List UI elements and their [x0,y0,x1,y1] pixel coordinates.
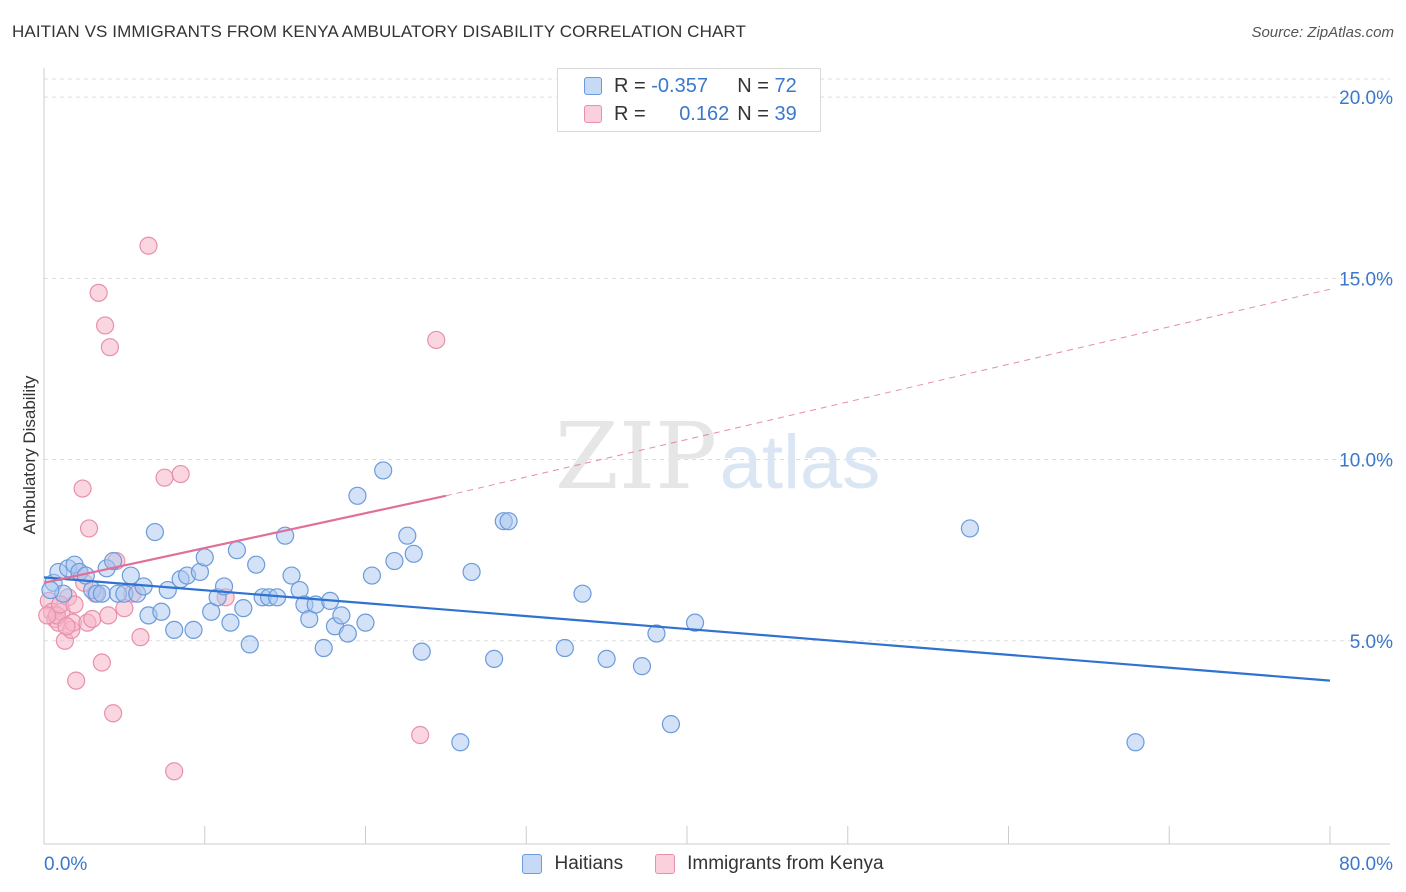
haitian-point [647,624,666,643]
haitian-point [227,541,246,560]
haitian-point [597,649,616,669]
grid-layer [44,78,1390,642]
haitian-point [145,522,165,542]
watermark-zip: ZIP [555,403,717,510]
haitian-point [385,551,404,571]
x-tick-label: 80.0% [1339,854,1393,875]
haitian-point [104,551,123,571]
chart-title: HAITIAN VS IMMIGRANTS FROM KENYA AMBULAT… [12,22,746,41]
haitian-point [451,733,470,752]
y-tick-label: 20.0% [1339,88,1393,109]
legend-swatch-kenya [655,854,676,874]
legend-n-label: N = [737,74,775,97]
haitian-point [165,620,184,640]
series-legend: Haitians Immigrants from Kenya [0,850,1406,878]
kenya-point [104,704,123,723]
legend-swatch-kenya [584,105,602,123]
haitians-trend-line [43,576,1331,682]
haitian-point [338,624,357,643]
haitian-point [41,580,60,600]
kenya-point [38,606,57,625]
legend-r-value: -0.357 [651,74,708,97]
haitian-point [499,512,518,531]
y-tick-label: 15.0% [1339,269,1393,290]
legend-r-value: 0.162 [679,102,730,125]
haitian-point [398,526,417,545]
kenya-point [57,617,76,636]
haitian-point [195,548,214,567]
watermark: ZIP atlas [555,403,880,510]
legend-row-haitians: R = -0.357 N = 72 [584,72,797,100]
kenya-point [411,725,430,745]
haitian-point [240,635,259,654]
haitian-point [92,584,111,603]
kenya-point [89,283,108,302]
haitian-point [247,555,266,574]
legend-row-kenya: R = 0.162 N = 39 [584,100,797,128]
chart-source: Source: ZipAtlas.com [1251,24,1394,41]
kenya-trend-extension [445,288,1331,497]
haitian-point [404,544,423,563]
kenya-point [79,519,99,538]
haitian-point [158,580,177,600]
kenya-point [165,762,184,781]
legend-item-kenya[interactable]: Immigrants from Kenya [655,853,884,875]
haitian-point [573,584,592,603]
kenya-point [99,606,118,625]
correlation-legend: R = -0.357 N = 72 R = 0.162 N = 39 [557,68,821,132]
haitian-point [555,638,574,658]
haitian-point [234,599,253,618]
legend-n-label: N = [737,102,775,125]
kenya-point [65,595,84,614]
haitian-point [314,638,333,658]
haitian-point [282,566,301,585]
legend-label-kenya: Immigrants from Kenya [687,853,884,874]
haitian-point [348,486,367,505]
haitian-point [462,562,481,582]
haitian-point [661,715,681,734]
kenya-point [67,671,86,690]
haitian-point [1126,733,1145,752]
haitian-point [632,657,652,676]
haitian-point [485,649,504,669]
axis-layer [43,68,1390,845]
y-tick-label: 10.0% [1339,451,1393,472]
legend-n-value: 39 [774,102,797,125]
kenya-point [155,468,174,487]
haitian-point [332,606,351,625]
kenya-point [427,330,446,350]
watermark-atlas: atlas [720,420,881,505]
legend-r-label: R = [614,74,652,97]
kenya-point [100,338,120,357]
haitian-point [152,602,171,621]
haitians-series [41,461,1145,752]
kenya-point [171,464,190,484]
y-tick-label: 5.0% [1350,632,1393,653]
kenya-point [95,316,115,335]
kenya-point [92,653,111,672]
haitian-point [960,519,980,538]
haitian-point [356,613,375,632]
kenya-point [131,628,150,647]
trend-lines [43,288,1331,682]
kenya-point [83,609,102,629]
kenya-point [73,479,92,498]
legend-n-value: 72 [774,74,797,97]
haitian-point [374,461,393,480]
legend-swatch-haitians [584,77,602,95]
haitian-point [184,620,203,640]
legend-label-haitians: Haitians [554,853,624,874]
legend-swatch-haitians [522,854,543,874]
kenya-point [139,236,158,255]
haitian-point [362,566,382,585]
haitian-point [685,613,705,632]
haitian-point [412,642,431,661]
haitian-point [221,613,240,632]
legend-item-haitians[interactable]: Haitians [522,853,623,875]
legend-r-label: R = [614,102,652,125]
kenya-trend-line [43,494,447,584]
tick-labels: 5.0% 10.0% 15.0% 20.0% 0.0% 80.0% [44,88,1393,875]
x-tick-label: 0.0% [44,854,87,875]
